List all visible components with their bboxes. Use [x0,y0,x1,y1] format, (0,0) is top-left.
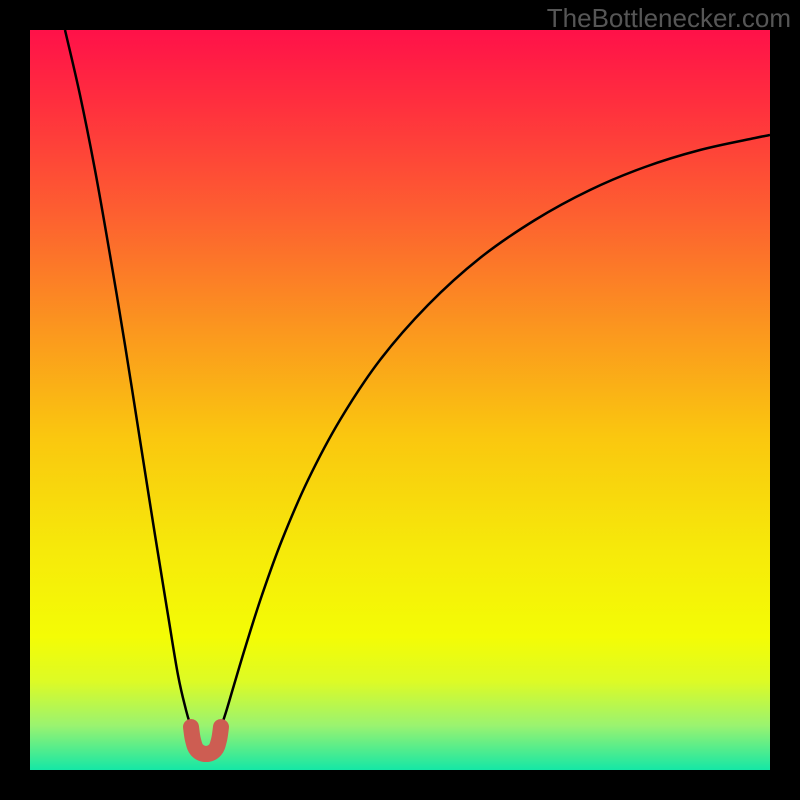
watermark-text: TheBottlenecker.com [547,3,791,34]
plot-area [30,30,770,770]
plot-svg [30,30,770,770]
gradient-background [30,30,770,770]
